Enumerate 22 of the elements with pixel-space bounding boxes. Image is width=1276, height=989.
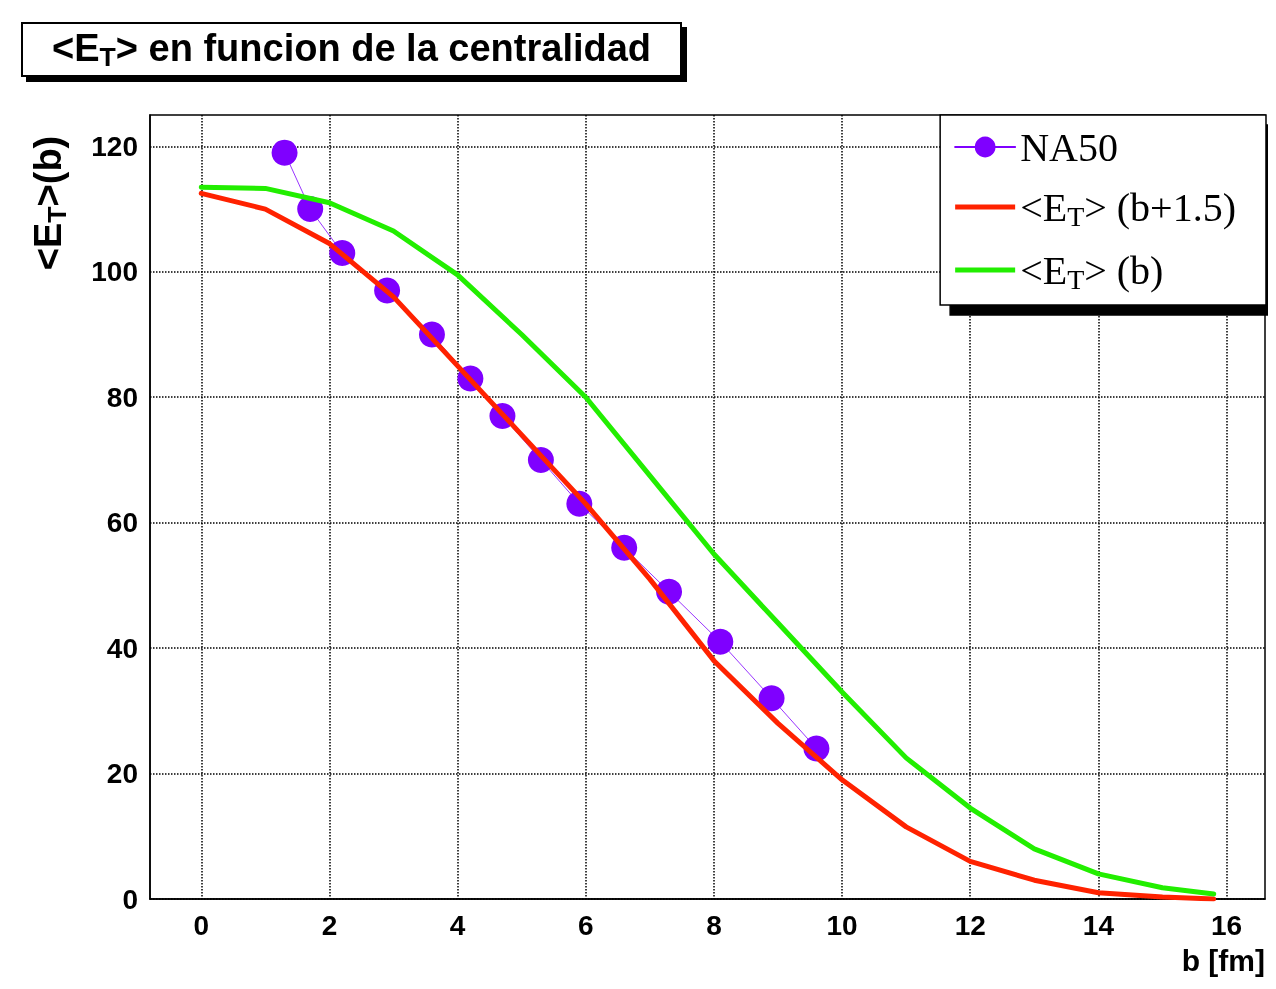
x-tick-label: 2 [321,909,338,941]
y-tick-label: 0 [122,883,138,915]
y-axis-title: <ET>(b) [27,135,72,271]
x-axis-title: b [fm] [1181,943,1265,977]
x-tick-label: 4 [449,909,466,941]
y-tick-label: 80 [106,381,138,413]
y-tick-label: 100 [91,256,138,288]
x-tick-label: 12 [954,909,986,941]
x-tick-label: 0 [193,909,210,941]
x-tick-label: 10 [826,909,858,941]
x-tick-label: 16 [1210,909,1243,941]
y-tick-label: 20 [106,758,138,790]
x-tick-label: 6 [577,909,594,941]
legend-label: NA50 [1020,124,1118,170]
point [758,685,785,712]
x-tick-label: 8 [706,909,722,941]
y-tick-label: 40 [106,632,138,664]
x-tick-label: 14 [1082,909,1115,941]
y-tick-label: 120 [91,130,138,162]
point [271,139,298,166]
y-tick-label: 60 [106,507,138,539]
point [707,628,734,655]
